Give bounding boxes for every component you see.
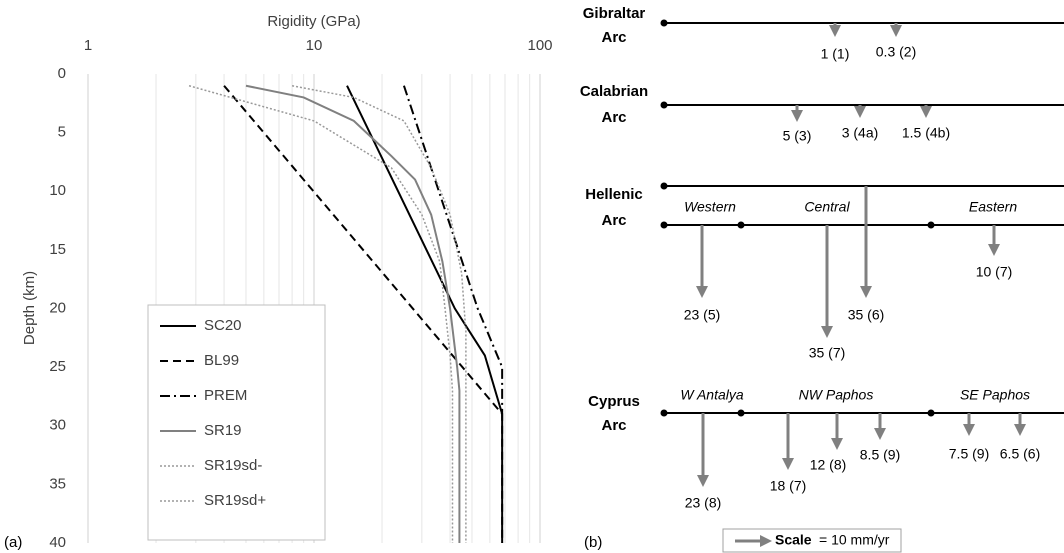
arc-name: Arc [601,109,626,126]
segment-label: Central [804,199,850,215]
panel-b: Gibraltar Arc 1 (1) 0.3 (2) Calabrian Arc 5 (3… [580,5,1064,553]
x-tick-label: 1 [84,37,92,54]
segment-label: W Antalya [680,387,743,403]
arc-name: Hellenic [585,186,643,203]
y-tick-label: 30 [49,417,66,434]
rate-label: 18 (7) [770,478,807,494]
series-line [346,85,504,543]
scale-text: = 10 mm/yr [819,532,890,548]
rate-label: 1 (1) [821,46,850,62]
legend-label: SR19sd+ [204,492,266,509]
arc-name: Cyprus [588,393,640,410]
rate-label: 5 (3) [783,128,812,144]
rate-label: 0.3 (2) [876,44,916,60]
segment-label: Eastern [969,199,1017,215]
series-line [402,85,504,415]
panel-label: (a) [4,534,22,551]
series-line [188,85,454,543]
x-axis-label: Rigidity (GPa) [267,13,360,30]
y-tick-label: 10 [49,182,66,199]
node [660,409,668,417]
y-tick-label: 15 [49,241,66,258]
y-tick-label: 25 [49,358,66,375]
scale-label: Scale [775,532,812,548]
y-tick-label: 35 [49,475,66,492]
arc-name: Arc [601,417,626,434]
x-tick-label: 100 [527,37,552,54]
node [927,409,935,417]
y-tick-label: 0 [58,65,66,82]
rate-label: 3 (4a) [842,125,879,141]
legend-label: SC20 [204,317,242,334]
legend-label: PREM [204,387,247,404]
node [927,221,935,229]
segment-label: NW Paphos [799,387,874,403]
series-line [245,84,461,543]
segment-label: Western [684,199,736,215]
legend-label: SR19 [204,422,242,439]
y-tick-label: 20 [49,299,66,316]
rate-label: 35 (7) [809,345,846,361]
x-tick-label: 10 [306,37,323,54]
legend-label: SR19sd- [204,457,262,474]
rate-label: 10 (7) [976,264,1013,280]
segment-label: SE Paphos [960,387,1030,403]
node [660,221,668,229]
arc-name: Calabrian [580,83,648,100]
rate-label: 1.5 (4b) [902,125,950,141]
rate-label: 7.5 (9) [949,446,989,462]
legend-label: BL99 [204,352,239,369]
rate-label: 35 (6) [848,307,885,323]
arc-name: Gibraltar [583,5,646,22]
series-line [291,84,467,543]
node [660,101,668,109]
y-tick-label: 5 [58,124,66,141]
rate-label: 23 (8) [685,495,722,511]
y-axis-label: Depth (km) [21,271,38,345]
panel-label: (b) [584,534,602,551]
arc-name: Arc [601,29,626,46]
node [737,221,745,229]
node [660,19,668,27]
rate-label: 23 (5) [684,307,721,323]
rate-label: 8.5 (9) [860,447,900,463]
rate-label: 12 (8) [810,457,847,473]
node [737,409,745,417]
arc-name: Arc [601,212,626,229]
y-tick-label: 40 [49,534,66,551]
rate-label: 6.5 (6) [1000,446,1040,462]
panel-a: 1 10 100 0 5 10 15 20 25 30 35 40 Rigidity (GPa) Dept… [4,13,553,551]
node [660,182,668,190]
